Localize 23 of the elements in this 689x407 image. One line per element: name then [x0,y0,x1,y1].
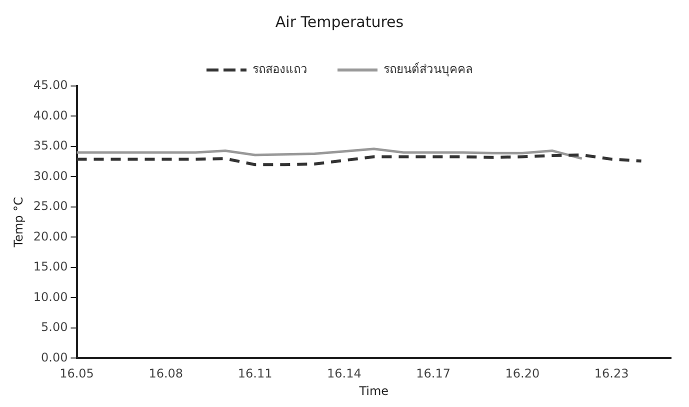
x-tick-label: 16.23 [594,366,629,381]
x-tick-label: 16.20 [505,366,540,381]
y-tick-label: 45.00 [33,78,68,92]
x-tick-label: 16.11 [238,366,272,381]
y-tick-label: 40.00 [33,108,68,122]
line-series [75,153,643,166]
y-tick-label: 30.00 [33,168,68,183]
y-tick-label: 0.00 [41,350,68,364]
chart-title: Air Temperatures [275,12,404,31]
legend-label: รถยนต์ส่วนบุคคล [384,62,472,78]
y-tick-label: 20.00 [33,229,68,244]
legend-label: รถสองแถว [252,62,308,76]
y-tick-label: 5.00 [41,320,68,334]
x-tick-label: 16.17 [416,366,450,381]
y-axis-title: Temp °C [11,197,26,248]
y-tick-label: 15.00 [33,260,68,274]
y-tick-label: 35.00 [33,138,68,153]
x-tick-label: 16.05 [60,366,94,381]
x-tick-label: 16.14 [326,366,362,381]
x-axis-title: Time [358,384,389,398]
y-tick-label: 10.00 [33,290,68,304]
x-tick-label: 16.08 [148,366,184,381]
y-tick-label: 25.00 [33,199,68,214]
